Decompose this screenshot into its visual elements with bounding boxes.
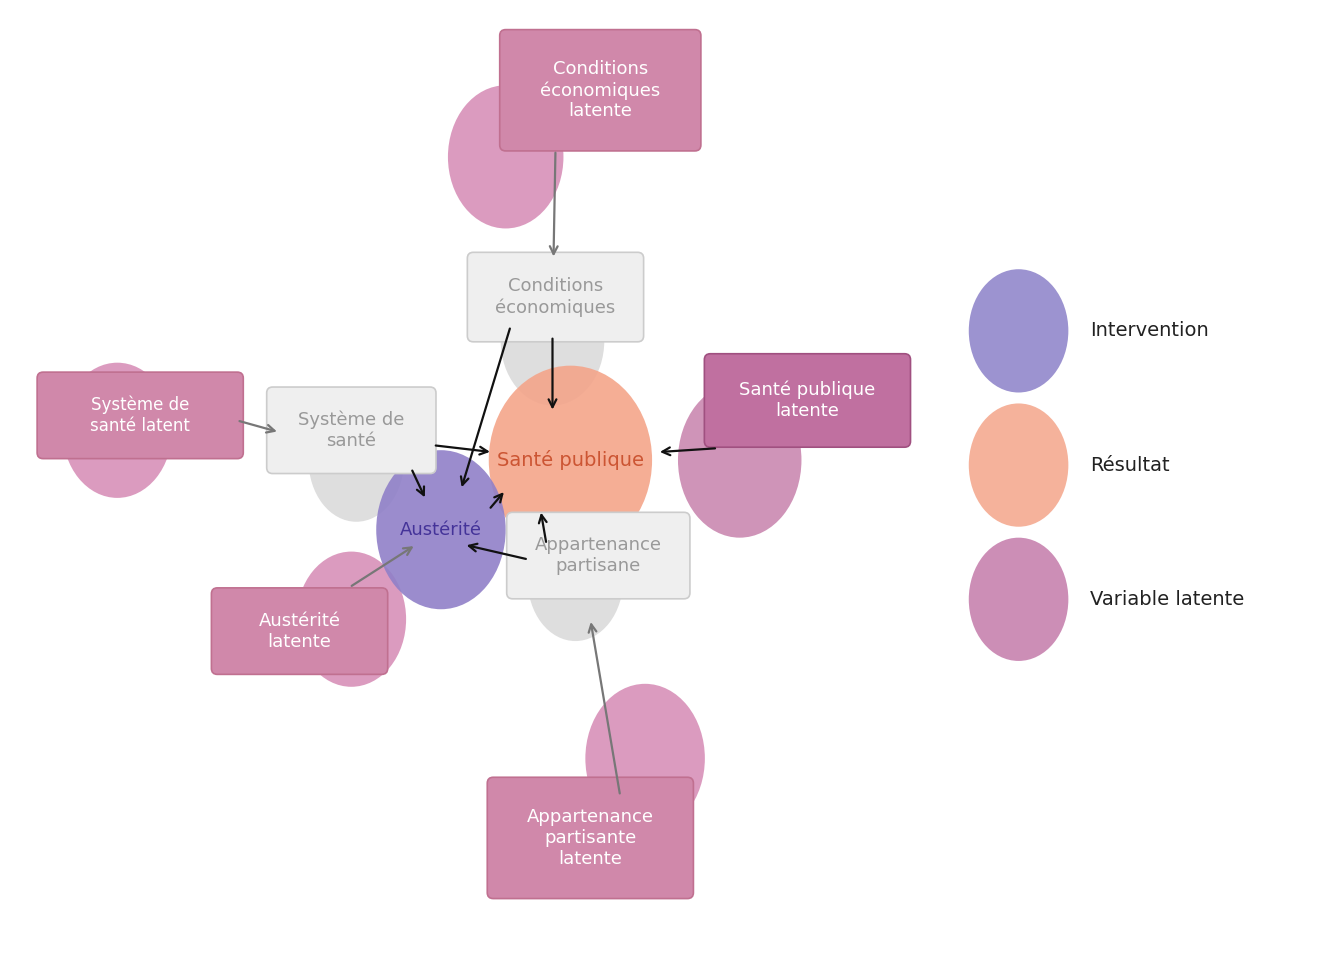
FancyBboxPatch shape xyxy=(266,387,435,473)
Text: Intervention: Intervention xyxy=(1090,322,1210,341)
Ellipse shape xyxy=(528,517,624,641)
Text: Résultat: Résultat xyxy=(1090,456,1169,474)
Text: Système de
santé latent: Système de santé latent xyxy=(90,396,190,435)
Text: Système de
santé: Système de santé xyxy=(298,411,405,450)
Ellipse shape xyxy=(448,85,563,228)
Text: Conditions
économiques: Conditions économiques xyxy=(496,277,616,317)
Ellipse shape xyxy=(376,450,505,610)
Text: Appartenance
partisane: Appartenance partisane xyxy=(535,537,661,575)
Ellipse shape xyxy=(309,398,405,521)
FancyBboxPatch shape xyxy=(468,252,644,342)
FancyBboxPatch shape xyxy=(507,513,689,599)
Text: Variable latente: Variable latente xyxy=(1090,589,1245,609)
Text: Santé publique: Santé publique xyxy=(497,450,644,470)
FancyBboxPatch shape xyxy=(211,588,387,674)
Ellipse shape xyxy=(969,269,1068,393)
Ellipse shape xyxy=(489,366,652,555)
Text: Conditions
économiques
latente: Conditions économiques latente xyxy=(540,60,660,120)
Text: Austérité
latente: Austérité latente xyxy=(258,612,340,651)
Ellipse shape xyxy=(969,403,1068,527)
Text: Appartenance
partisante
latente: Appartenance partisante latente xyxy=(527,808,653,868)
Ellipse shape xyxy=(969,538,1068,660)
FancyBboxPatch shape xyxy=(38,372,243,459)
Ellipse shape xyxy=(63,363,172,498)
FancyBboxPatch shape xyxy=(500,30,700,151)
Ellipse shape xyxy=(586,684,704,833)
FancyBboxPatch shape xyxy=(488,778,694,899)
Ellipse shape xyxy=(297,552,406,686)
Text: Santé publique
latente: Santé publique latente xyxy=(739,381,875,420)
FancyBboxPatch shape xyxy=(704,353,910,447)
Ellipse shape xyxy=(677,383,801,538)
Text: Austérité: Austérité xyxy=(401,520,482,539)
Ellipse shape xyxy=(501,276,605,405)
